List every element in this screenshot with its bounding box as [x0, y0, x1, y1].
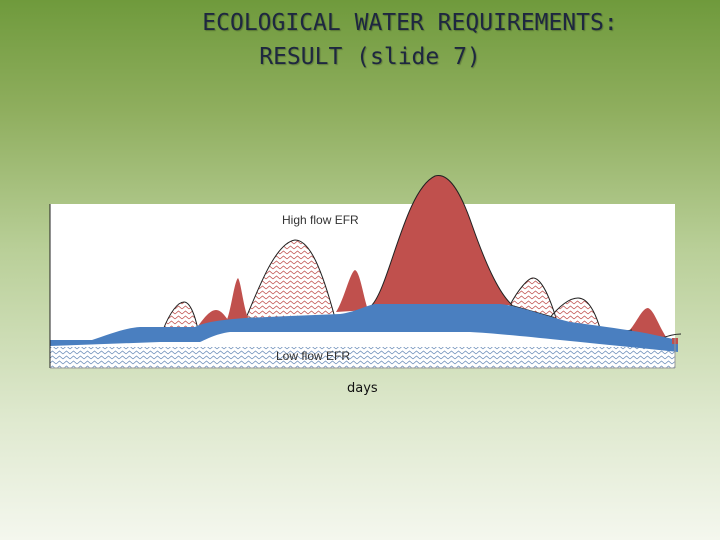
red-spike-1: [226, 278, 248, 322]
slide-title-line2: RESULT (slide 7): [259, 44, 481, 70]
baseflow-band: [50, 304, 678, 352]
red-peak-large-outline: [371, 174, 513, 306]
hatched-peak-1: [162, 301, 199, 331]
hatched-peak-high-flow: [245, 239, 336, 319]
hatched-peak-3: [509, 277, 557, 319]
high-flow-efr-label: High flow EFR: [282, 213, 359, 227]
low-flow-efr-label: Low flow EFR: [276, 349, 351, 363]
plot-area: [50, 204, 675, 368]
slide-title-line1: ECOLOGICAL WATER REQUIREMENTS:: [202, 10, 618, 36]
red-peak-large: [372, 175, 512, 305]
red-peak-2: [336, 270, 368, 312]
slide-title: ECOLOGICAL WATER REQUIREMENTS: RESULT (s…: [0, 6, 720, 74]
low-flow-efr-band: [50, 347, 675, 368]
x-axis-label: days: [347, 381, 378, 396]
